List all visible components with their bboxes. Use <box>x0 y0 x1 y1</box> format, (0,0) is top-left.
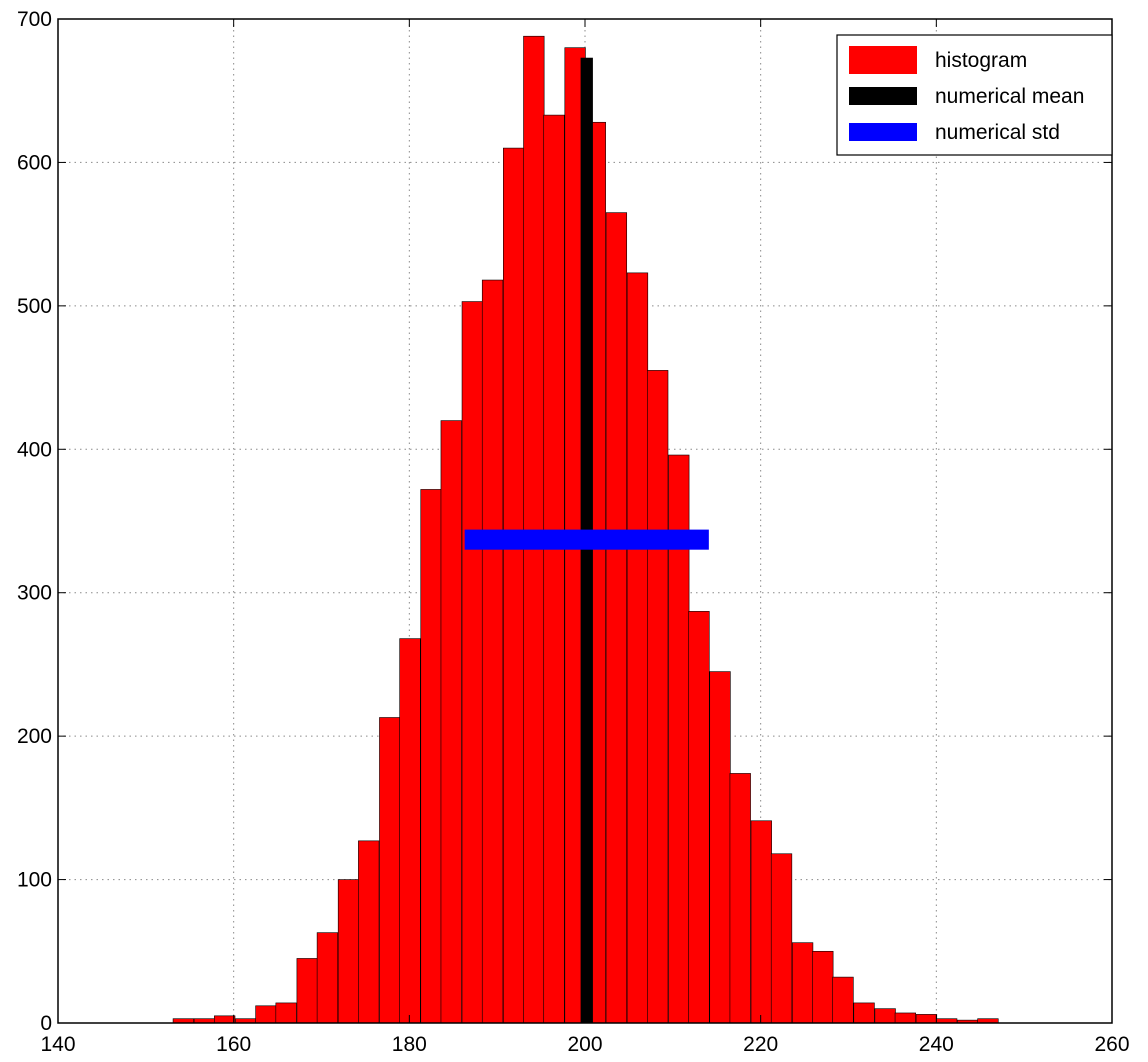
ticks-layer: 140 160 180 200 220 240 260 0 100 200 300 400 500 600… <box>17 8 1130 1056</box>
histogram-bar <box>461 301 483 1024</box>
histogram-bar <box>605 212 628 1024</box>
legend-label: numerical mean <box>935 85 1084 108</box>
histogram-bar <box>481 279 504 1024</box>
y-tick-label: 100 <box>17 869 52 892</box>
legend-label: numerical std <box>935 121 1060 144</box>
x-tick-label: 260 <box>1094 1033 1129 1056</box>
x-tick-label: 160 <box>216 1033 251 1056</box>
histogram-bar <box>255 1005 277 1024</box>
histogram-bar <box>647 370 669 1024</box>
y-tick-label: 300 <box>17 582 52 605</box>
histogram-bar <box>874 1008 896 1024</box>
histogram-bar <box>399 638 421 1024</box>
histogram-bar <box>358 840 380 1024</box>
histogram-bar <box>688 611 710 1024</box>
histogram-bar <box>770 853 793 1024</box>
legend: histogram numerical mean numerical std <box>836 34 1113 156</box>
legend-swatch-numerical-std <box>849 123 917 141</box>
x-tick-label: 200 <box>567 1033 602 1056</box>
y-tick-label: 200 <box>17 725 52 748</box>
histogram-bar <box>420 489 442 1024</box>
y-tick-label: 0 <box>40 1012 52 1035</box>
histogram-bar <box>812 950 834 1024</box>
histogram-bar <box>626 272 649 1024</box>
histogram-bar <box>296 958 318 1024</box>
histogram-bar <box>853 1002 875 1024</box>
histogram-bar <box>832 976 854 1024</box>
x-tick-label: 180 <box>392 1033 427 1056</box>
histogram-bar <box>729 773 751 1024</box>
histogram-bar <box>316 932 339 1024</box>
x-tick-label: 240 <box>919 1033 954 1056</box>
histogram-bar <box>503 147 525 1024</box>
y-tick-label: 700 <box>17 8 52 31</box>
x-tick-label: 140 <box>40 1033 75 1056</box>
histogram-bar <box>275 1002 297 1024</box>
histogram-bar <box>750 820 772 1024</box>
legend-swatch-numerical-mean <box>849 87 917 105</box>
histogram-bar <box>894 1012 916 1024</box>
y-tick-label: 500 <box>17 295 52 318</box>
y-tick-label: 400 <box>17 438 52 461</box>
legend-label: histogram <box>935 49 1027 72</box>
histogram-bar <box>709 671 731 1024</box>
histogram-bar <box>440 420 462 1024</box>
overlay-layer <box>464 57 709 1024</box>
y-tick-label: 600 <box>17 151 52 174</box>
histogram-bar <box>337 879 360 1024</box>
histogram-bar <box>543 114 565 1024</box>
histogram-bar <box>379 717 401 1024</box>
bars-layer <box>172 35 999 1024</box>
std-bar <box>464 529 709 550</box>
histogram-bar <box>214 1015 236 1024</box>
x-tick-label: 220 <box>743 1033 778 1056</box>
histogram-bar <box>791 942 814 1024</box>
legend-swatch-histogram <box>849 46 917 74</box>
histogram-bar <box>915 1014 938 1024</box>
